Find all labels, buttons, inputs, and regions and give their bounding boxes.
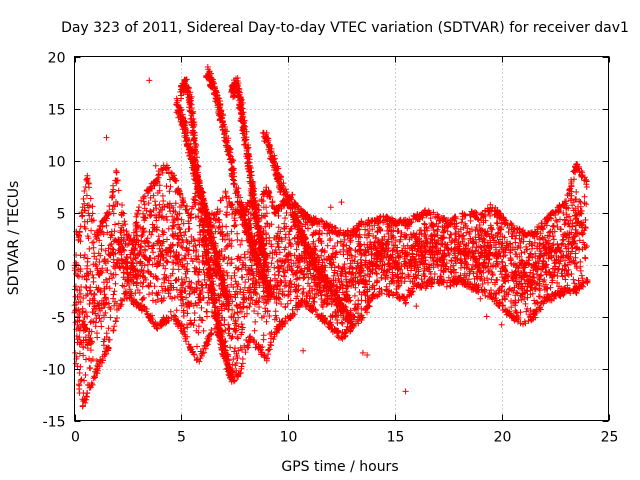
y-tick-label: 0 bbox=[57, 259, 66, 275]
plot-frame bbox=[74, 56, 609, 421]
data-points bbox=[71, 64, 591, 410]
x-tick-label: 10 bbox=[280, 430, 298, 446]
chart-title: Day 323 of 2011, Sidereal Day-to-day VTE… bbox=[61, 20, 629, 36]
y-tick-label: -10 bbox=[43, 363, 66, 379]
x-tick-label: 0 bbox=[71, 430, 80, 446]
y-tick-label: 10 bbox=[48, 155, 66, 171]
y-tick-label: 15 bbox=[48, 103, 66, 119]
y-tick-label: -5 bbox=[52, 311, 66, 327]
y-tick-label: -15 bbox=[43, 415, 66, 431]
y-axis-label: SDTVAR / TECUs bbox=[6, 181, 22, 296]
y-tick-label: 20 bbox=[48, 51, 66, 67]
x-tick-label: 25 bbox=[601, 430, 619, 446]
x-tick-label: 5 bbox=[177, 430, 186, 446]
y-tick-label: 5 bbox=[57, 207, 66, 223]
x-tick-label: 20 bbox=[494, 430, 512, 446]
x-tick-label: 15 bbox=[387, 430, 405, 446]
x-axis-label: GPS time / hours bbox=[281, 459, 398, 475]
